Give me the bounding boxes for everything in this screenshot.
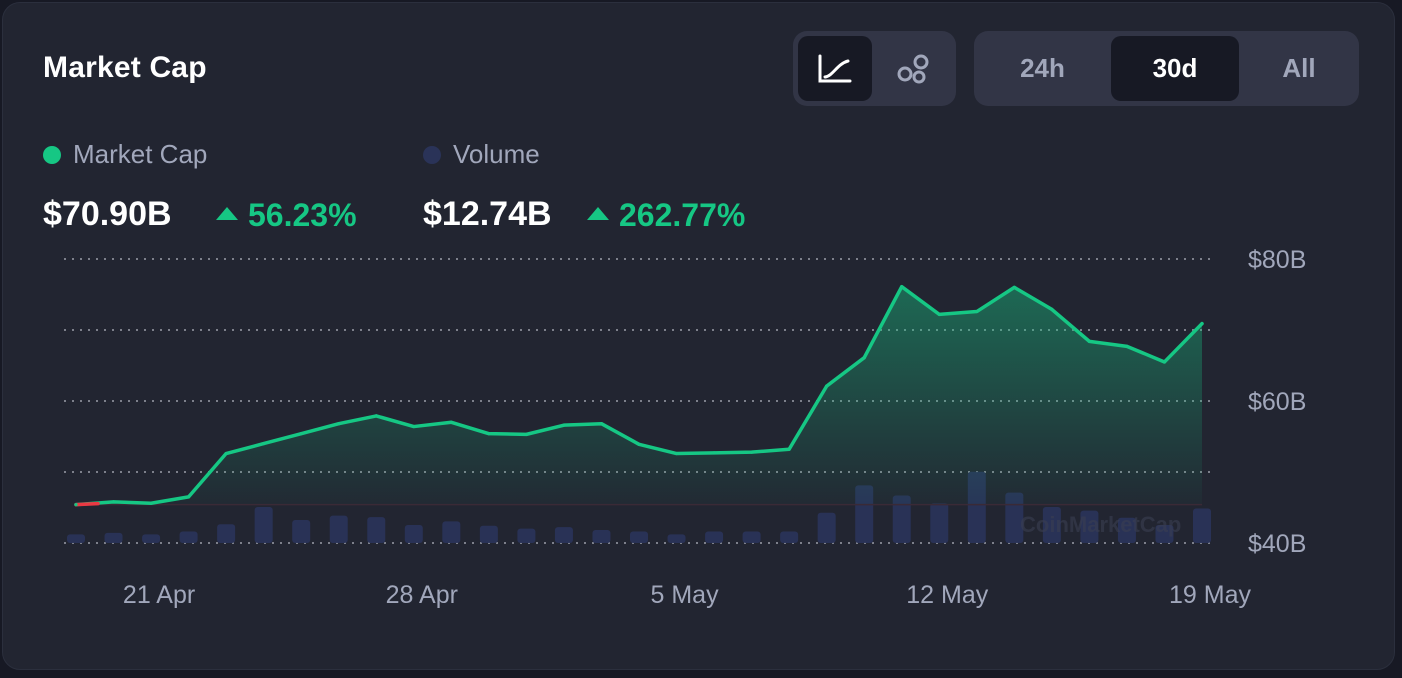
bubbles-icon — [897, 54, 929, 83]
line-chart-button[interactable] — [798, 36, 872, 101]
volume-bar — [442, 521, 461, 543]
y-axis-labels: $80B $60B $40B — [1248, 246, 1306, 558]
market-cap-point — [937, 312, 941, 316]
x-tick-label: 12 May — [906, 581, 988, 609]
up-triangle-icon — [587, 207, 609, 220]
market-cap-area — [74, 284, 1204, 507]
volume-bar — [179, 531, 198, 543]
volume-bar — [329, 515, 348, 543]
market-cap-point — [712, 451, 716, 455]
line-chart-icon — [818, 54, 852, 82]
volume-bar — [592, 530, 611, 543]
volume-bar — [367, 517, 386, 543]
market-cap-point — [74, 503, 78, 507]
volume-value: $12.74B — [423, 195, 552, 233]
market-cap-point — [900, 285, 904, 289]
market-cap-point — [825, 384, 829, 388]
volume-bar — [517, 528, 536, 543]
market-cap-change-value: 56.23% — [248, 197, 357, 233]
legend-volume-label: Volume — [453, 139, 540, 169]
volume-bar — [892, 495, 911, 543]
volume-bar — [479, 525, 498, 543]
coinmarketcap-watermark: CoinMarketCap — [1020, 512, 1181, 537]
bubbles-chart-button[interactable] — [877, 36, 951, 101]
market-cap-point — [599, 422, 604, 426]
volume-bar — [780, 531, 799, 543]
market-cap-point — [1012, 285, 1016, 289]
volume-bar — [217, 524, 236, 543]
market-cap-point — [449, 420, 453, 424]
volume-bar — [930, 503, 949, 543]
market-cap-point — [149, 501, 153, 505]
volume-bar — [1193, 508, 1211, 543]
legend-market-cap-label: Market Cap — [73, 139, 208, 169]
market-cap-point — [637, 442, 641, 446]
volume-bar — [1080, 510, 1099, 543]
volume-bar — [554, 527, 573, 543]
volume-bar — [292, 519, 311, 543]
y-tick-label: $60B — [1248, 388, 1306, 416]
tab-30d[interactable]: 30d — [1111, 36, 1239, 101]
time-range-tabs: 24h 30d All — [974, 31, 1359, 106]
market-cap-point — [374, 414, 378, 418]
volume-bar — [705, 531, 724, 543]
market-cap-point — [787, 447, 791, 451]
market-cap-point — [224, 451, 228, 456]
market-cap-point — [487, 432, 491, 436]
volume-bar — [1117, 517, 1136, 543]
volume-bar — [667, 534, 686, 543]
volume-bar — [67, 534, 85, 543]
volume-change: 262.77% — [587, 197, 745, 234]
market-cap-point — [862, 356, 866, 360]
market-cap-point — [337, 422, 341, 426]
market-cap-dot-icon — [43, 145, 61, 164]
volume-bar — [142, 534, 161, 543]
market-cap-point — [1200, 322, 1204, 326]
market-cap-point — [412, 424, 416, 429]
x-tick-label: 5 May — [650, 581, 719, 609]
y-tick-label: $40B — [1248, 530, 1306, 558]
legend-volume: Volume — [423, 139, 540, 170]
up-triangle-icon — [216, 207, 238, 220]
volume-bar — [630, 531, 648, 543]
volume-bar — [742, 531, 761, 543]
market-cap-point — [299, 432, 303, 436]
market-cap-fill — [76, 286, 1202, 505]
market-cap-change: 56.23% — [216, 197, 357, 234]
market-cap-point — [524, 432, 529, 436]
market-cap-point — [187, 495, 191, 499]
market-cap-point — [1162, 360, 1167, 364]
tab-24h[interactable]: 24h — [1020, 53, 1065, 83]
market-cap-card: Market Cap 24h 30d All Market Cap Volume… — [2, 2, 1395, 670]
x-tick-label: 19 May — [1169, 581, 1251, 609]
volume-bar — [1155, 525, 1174, 543]
market-cap-point — [674, 451, 679, 456]
market-cap-line-down-segment — [74, 501, 100, 507]
tab-all[interactable]: All — [1282, 53, 1316, 83]
volume-bar — [254, 507, 273, 543]
market-cap-point — [1050, 307, 1054, 312]
market-cap-point — [975, 309, 979, 314]
card-title: Market Cap — [43, 51, 207, 84]
market-cap-point — [750, 450, 754, 454]
market-cap-point — [262, 442, 266, 446]
volume-dot-icon — [423, 145, 441, 164]
volume-bar — [104, 532, 123, 543]
x-tick-label: 28 Apr — [386, 581, 458, 609]
volume-bar — [404, 525, 423, 543]
legend-market-cap: Market Cap — [43, 139, 207, 170]
y-tick-label: $80B — [1248, 246, 1306, 274]
x-axis-labels: 21 Apr 28 Apr 5 May 12 May 19 May — [123, 581, 1252, 609]
volume-bar — [817, 512, 836, 543]
market-cap-point — [111, 500, 116, 504]
x-tick-label: 21 Apr — [123, 581, 195, 609]
market-cap-value: $70.90B — [43, 195, 172, 233]
market-cap-point — [1087, 339, 1091, 343]
market-cap-point — [562, 423, 566, 427]
market-cap-point — [1125, 344, 1129, 348]
chart-type-toggle — [793, 31, 956, 106]
volume-change-value: 262.77% — [619, 197, 746, 233]
volume-bar — [1042, 507, 1061, 543]
